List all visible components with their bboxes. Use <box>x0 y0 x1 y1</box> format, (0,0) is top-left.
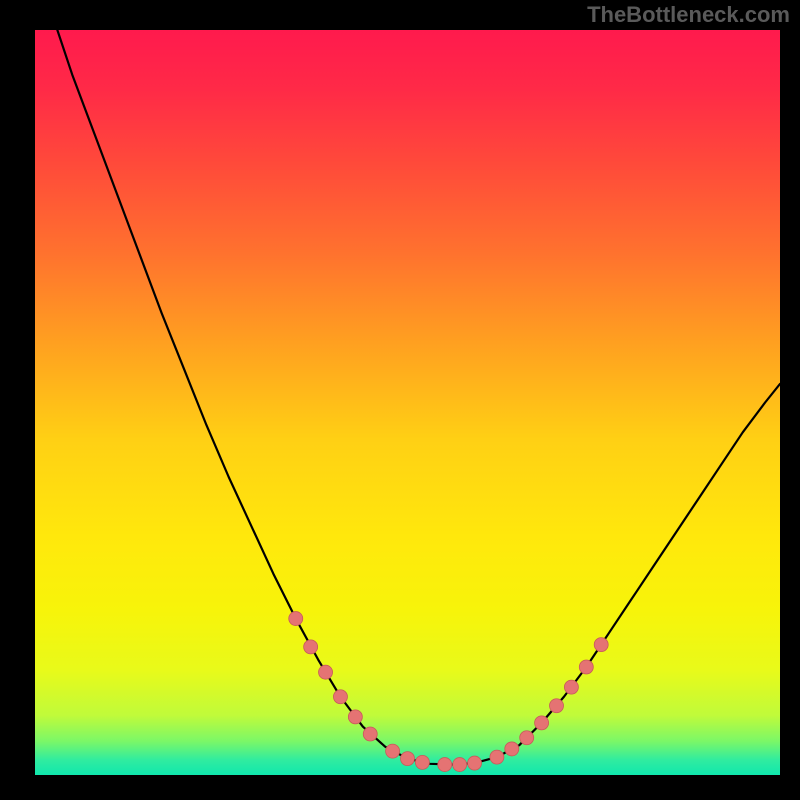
watermark-text: TheBottleneck.com <box>587 2 790 28</box>
data-marker <box>564 680 578 694</box>
chart-container: TheBottleneck.com <box>0 0 800 800</box>
data-marker <box>333 690 347 704</box>
data-marker <box>520 731 534 745</box>
data-marker <box>401 752 415 766</box>
data-marker <box>319 665 333 679</box>
data-marker <box>438 758 452 772</box>
data-marker <box>535 716 549 730</box>
data-marker <box>453 758 467 772</box>
data-marker <box>415 755 429 769</box>
data-marker <box>468 756 482 770</box>
data-marker <box>490 750 504 764</box>
bottleneck-curve-chart <box>35 30 780 775</box>
data-marker <box>289 612 303 626</box>
data-marker <box>505 742 519 756</box>
gradient-background <box>35 30 780 775</box>
plot-area <box>35 30 780 775</box>
data-marker <box>363 727 377 741</box>
data-marker <box>594 638 608 652</box>
data-marker <box>348 710 362 724</box>
data-marker <box>304 640 318 654</box>
data-marker <box>550 699 564 713</box>
data-marker <box>579 660 593 674</box>
data-marker <box>386 744 400 758</box>
